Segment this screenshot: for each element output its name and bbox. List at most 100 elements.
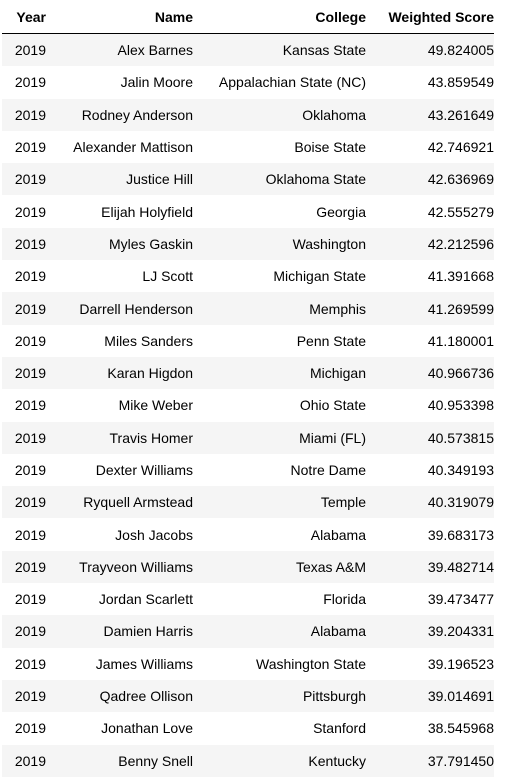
cell-year: 2019 (14, 106, 46, 123)
table-row: 2019 Rodney Anderson Oklahoma 43.261649 (2, 98, 494, 131)
column-header-college: College (193, 0, 366, 34)
cell-name: Travis Homer (109, 429, 194, 446)
cell-college: Kansas State (282, 42, 366, 59)
table-row: 2019 Jonathan Love Stanford 38.545968 (2, 712, 494, 744)
cell-weighted-score: 38.545968 (427, 720, 494, 737)
table-row: 2019 Alexander Mattison Boise State 42.7469… (2, 131, 494, 163)
cell-year: 2019 (14, 300, 46, 317)
cell-year: 2019 (14, 494, 46, 511)
cell-year: 2019 (14, 235, 46, 252)
cell-weighted-score: 39.014691 (427, 688, 494, 705)
cell-name: Josh Jacobs (115, 526, 193, 543)
cell-name: Jordan Scarlett (98, 591, 193, 608)
cell-college: Texas A&M (295, 558, 366, 575)
cell-name: Elijah Holyfield (101, 203, 193, 220)
cell-year: 2019 (14, 365, 46, 382)
cell-name: Justice Hill (126, 171, 193, 188)
cell-weighted-score: 49.824005 (427, 42, 494, 59)
cell-college: Florida (323, 591, 366, 608)
cell-college: Pittsburgh (302, 688, 366, 705)
table-row: 2019 Ryquell Armstead Temple 40.319079 (2, 486, 494, 519)
cell-college: Notre Dame (290, 462, 366, 478)
cell-name: Qadree Ollison (99, 688, 193, 705)
cell-weighted-score: 41.269599 (427, 300, 494, 317)
cell-year: 2019 (14, 139, 46, 156)
cell-name: Mike Weber (118, 397, 193, 414)
cell-college: Michigan (309, 365, 366, 382)
cell-year: 2019 (14, 332, 46, 349)
cell-year: 2019 (14, 268, 46, 285)
cell-year: 2019 (14, 720, 46, 737)
cell-weighted-score: 42.212596 (427, 235, 494, 252)
table-row: 2019 Myles Gaskin Washington 42.212596 (2, 227, 494, 261)
table-row: 2019 Jalin Moore Appalachian State (NC) 43.… (2, 66, 494, 98)
cell-weighted-score: 39.204331 (427, 623, 494, 640)
cell-year: 2019 (14, 591, 46, 608)
cell-college: Washington State (256, 655, 366, 672)
cell-weighted-score: 39.196523 (427, 655, 494, 672)
column-header-year: Year (2, 0, 46, 34)
cell-weighted-score: 41.180001 (427, 332, 494, 349)
cell-college: Kentucky (308, 752, 366, 769)
cell-year: 2019 (14, 752, 46, 769)
cell-year: 2019 (14, 558, 46, 575)
cell-name: Damien Harris (103, 623, 193, 640)
cell-name: Myles Gaskin (108, 235, 193, 252)
table-row: 2019 Elijah Holyfield Georgia 42.555279 (2, 195, 494, 227)
table-row: 2019 LJ Scott Michigan State 41.391668 (2, 260, 494, 292)
cell-year: 2019 (14, 462, 46, 478)
cell-name: Ryquell Armstead (83, 494, 193, 511)
cell-college: Ohio State (299, 397, 366, 414)
cell-college: Memphis (309, 300, 366, 317)
cell-name: Alexander Mattison (73, 139, 193, 156)
table-row: 2019 Darrell Henderson Memphis 41.269599 (2, 292, 494, 325)
cell-year: 2019 (14, 203, 46, 220)
table-row: 2019 Justice Hill Oklahoma State 42.636969 (2, 163, 494, 196)
table-row: 2019 Dexter Williams Notre Dame 40.349193 (2, 454, 494, 486)
table-row: 2019 Karan Higdon Michigan 40.966736 (2, 356, 494, 390)
cell-weighted-score: 40.573815 (427, 429, 494, 446)
cell-year: 2019 (14, 74, 46, 91)
table-row: 2019 Josh Jacobs Alabama 39.683173 (2, 518, 494, 550)
table-row: 2019 Travis Homer Miami (FL) 40.573815 (2, 421, 494, 454)
cell-name: Trayveon Williams (79, 558, 193, 575)
cell-college: Oklahoma (302, 106, 366, 123)
cell-name: James Williams (95, 655, 193, 672)
cell-college: Stanford (313, 720, 366, 737)
cell-college: Alabama (310, 526, 366, 543)
table-header: Year Name College Weighted Score (2, 0, 494, 34)
table-row: 2019 Jordan Scarlett Florida 39.473477 (2, 583, 494, 615)
cell-weighted-score: 42.555279 (427, 203, 494, 220)
cell-college: Temple (320, 494, 366, 511)
cell-weighted-score: 41.391668 (427, 268, 494, 285)
table-row: 2019 Benny Snell Kentucky 37.791450 (2, 744, 494, 777)
table-row: 2019 Damien Harris Alabama 39.204331 (2, 615, 494, 648)
table-row: 2019 Alex Barnes Kansas State 49.824005 (2, 33, 494, 67)
cell-college: Oklahoma State (265, 171, 366, 188)
cell-year: 2019 (14, 688, 46, 705)
cell-weighted-score: 43.261649 (427, 106, 494, 123)
cell-weighted-score: 40.349193 (427, 462, 494, 478)
cell-weighted-score: 40.953398 (427, 397, 494, 414)
cell-name: Darrell Henderson (79, 300, 193, 317)
cell-name: LJ Scott (142, 268, 193, 285)
table-row: 2019 Mike Weber Ohio State 40.953398 (2, 389, 494, 421)
cell-college: Georgia (316, 203, 366, 220)
cell-weighted-score: 39.482714 (427, 558, 494, 575)
cell-year: 2019 (14, 655, 46, 672)
table-row: 2019 Qadree Ollison Pittsburgh 39.014691 (2, 679, 494, 713)
table-row: 2019 Miles Sanders Penn State 41.180001 (2, 325, 494, 357)
cell-name: Miles Sanders (104, 332, 193, 349)
cell-year: 2019 (14, 623, 46, 640)
cell-college: Washington (292, 235, 366, 252)
column-header-weighted-score: Weighted Score (366, 0, 494, 34)
cell-name: Rodney Anderson (81, 106, 193, 123)
cell-college: Miami (FL) (299, 429, 366, 446)
cell-weighted-score: 43.859549 (427, 74, 494, 91)
cell-weighted-score: 39.683173 (427, 526, 494, 543)
results-table: Year Name College Weighted Score 2019 Ale… (2, 0, 494, 777)
cell-name: Jalin Moore (120, 74, 193, 91)
cell-year: 2019 (14, 526, 46, 543)
cell-college: Penn State (296, 332, 366, 349)
cell-college: Boise State (294, 139, 366, 156)
